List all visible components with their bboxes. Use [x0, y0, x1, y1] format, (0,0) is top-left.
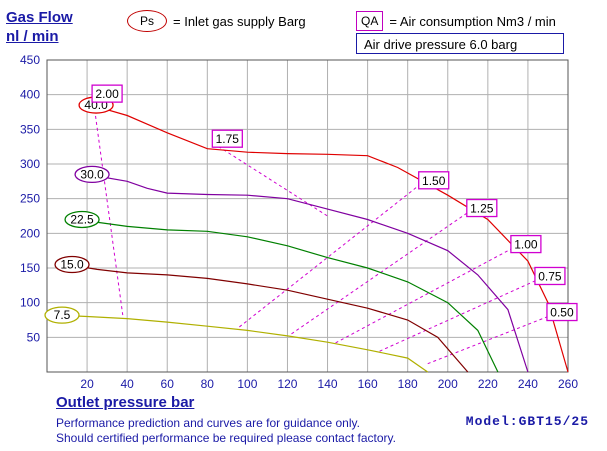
pressure-curve: [66, 263, 469, 373]
pressure-curve: [90, 104, 569, 373]
qa-badge: QA: [356, 11, 384, 31]
air-consumption-label: 1.25: [470, 202, 494, 216]
air-consumption-badge: [510, 234, 542, 254]
y-tick-label: 250: [20, 192, 40, 206]
x-tick-label: 220: [478, 377, 498, 391]
air-consumption-label: 1.75: [216, 132, 240, 146]
air-consumption-label: 0.75: [538, 269, 562, 283]
x-tick-label: 80: [201, 377, 215, 391]
air-consumption-badge: [211, 129, 243, 148]
pressure-curve: [86, 173, 529, 373]
x-tick-label: 100: [237, 377, 257, 391]
ps-legend-text: = Inlet gas supply Barg: [173, 13, 306, 29]
air-consumption-badge: [418, 171, 450, 190]
pressure-curve: [56, 314, 429, 373]
curve-label-ellipse: [74, 165, 110, 184]
y-tick-label: 50: [27, 330, 41, 344]
certification-note: Should certified performance be required…: [56, 431, 396, 445]
x-tick-label: 260: [558, 377, 578, 391]
air-consumption-line: [92, 98, 124, 318]
qa-legend-text: = Air consumption Nm3 / min: [389, 13, 556, 29]
x-tick-label: 20: [80, 377, 94, 391]
model-label: Model:GBT15/25: [465, 414, 589, 429]
curve-label: 7.5: [54, 308, 71, 322]
curve-label-ellipse: [64, 210, 100, 229]
y-tick-label: 400: [20, 88, 40, 102]
ps-legend: Ps = Inlet gas supply Barg: [127, 10, 306, 32]
air-consumption-line: [291, 212, 469, 335]
pressure-curve: [77, 218, 499, 373]
air-consumption-line: [239, 184, 421, 328]
curve-label: 22.5: [70, 212, 94, 226]
air-consumption-line: [379, 280, 537, 352]
air-consumption-badge: [466, 198, 498, 218]
qa-legend: QA = Air consumption Nm3 / min: [356, 10, 556, 32]
guidance-note: Performance prediction and curves are fo…: [56, 416, 360, 430]
air-consumption-label: 0.50: [550, 306, 574, 320]
y-tick-label: 200: [20, 226, 40, 240]
curve-label-ellipse: [54, 255, 90, 274]
air-consumption-badge: [546, 302, 578, 322]
curve-label-ellipse: [44, 306, 80, 324]
curve-label: 30.0: [80, 167, 104, 181]
y-tick-label: 350: [20, 122, 40, 136]
plot-frame: [46, 59, 569, 373]
x-tick-label: 180: [398, 377, 418, 391]
x-tick-label: 120: [277, 377, 297, 391]
y-axis-title-line1: Gas Flow: [6, 9, 73, 26]
x-tick-label: 160: [358, 377, 378, 391]
y-tick-label: 150: [20, 261, 40, 275]
x-tick-label: 140: [318, 377, 338, 391]
ps-badge: Ps: [127, 10, 167, 32]
air-consumption-label: 1.00: [514, 238, 538, 252]
air-consumption-label: 1.50: [422, 174, 446, 188]
curve-label: 15.0: [60, 258, 84, 272]
air-consumption-badge: [534, 266, 566, 286]
y-axis-title: Gas Flow nl / min: [6, 8, 73, 46]
x-axis-title: Outlet pressure bar: [56, 394, 195, 411]
air-consumption-badge: [91, 84, 123, 103]
air-drive-pressure-box: Air drive pressure 6.0 barg: [356, 33, 564, 54]
x-tick-label: 240: [518, 377, 538, 391]
x-tick-label: 40: [120, 377, 134, 391]
air-consumption-line: [213, 142, 328, 217]
x-tick-label: 200: [438, 377, 458, 391]
y-axis-title-line2: nl / min: [6, 28, 59, 45]
x-tick-label: 60: [161, 377, 175, 391]
y-tick-label: 300: [20, 157, 40, 171]
air-consumption-label: 2.00: [95, 87, 119, 101]
y-tick-label: 450: [20, 53, 40, 67]
y-tick-label: 100: [20, 296, 40, 310]
